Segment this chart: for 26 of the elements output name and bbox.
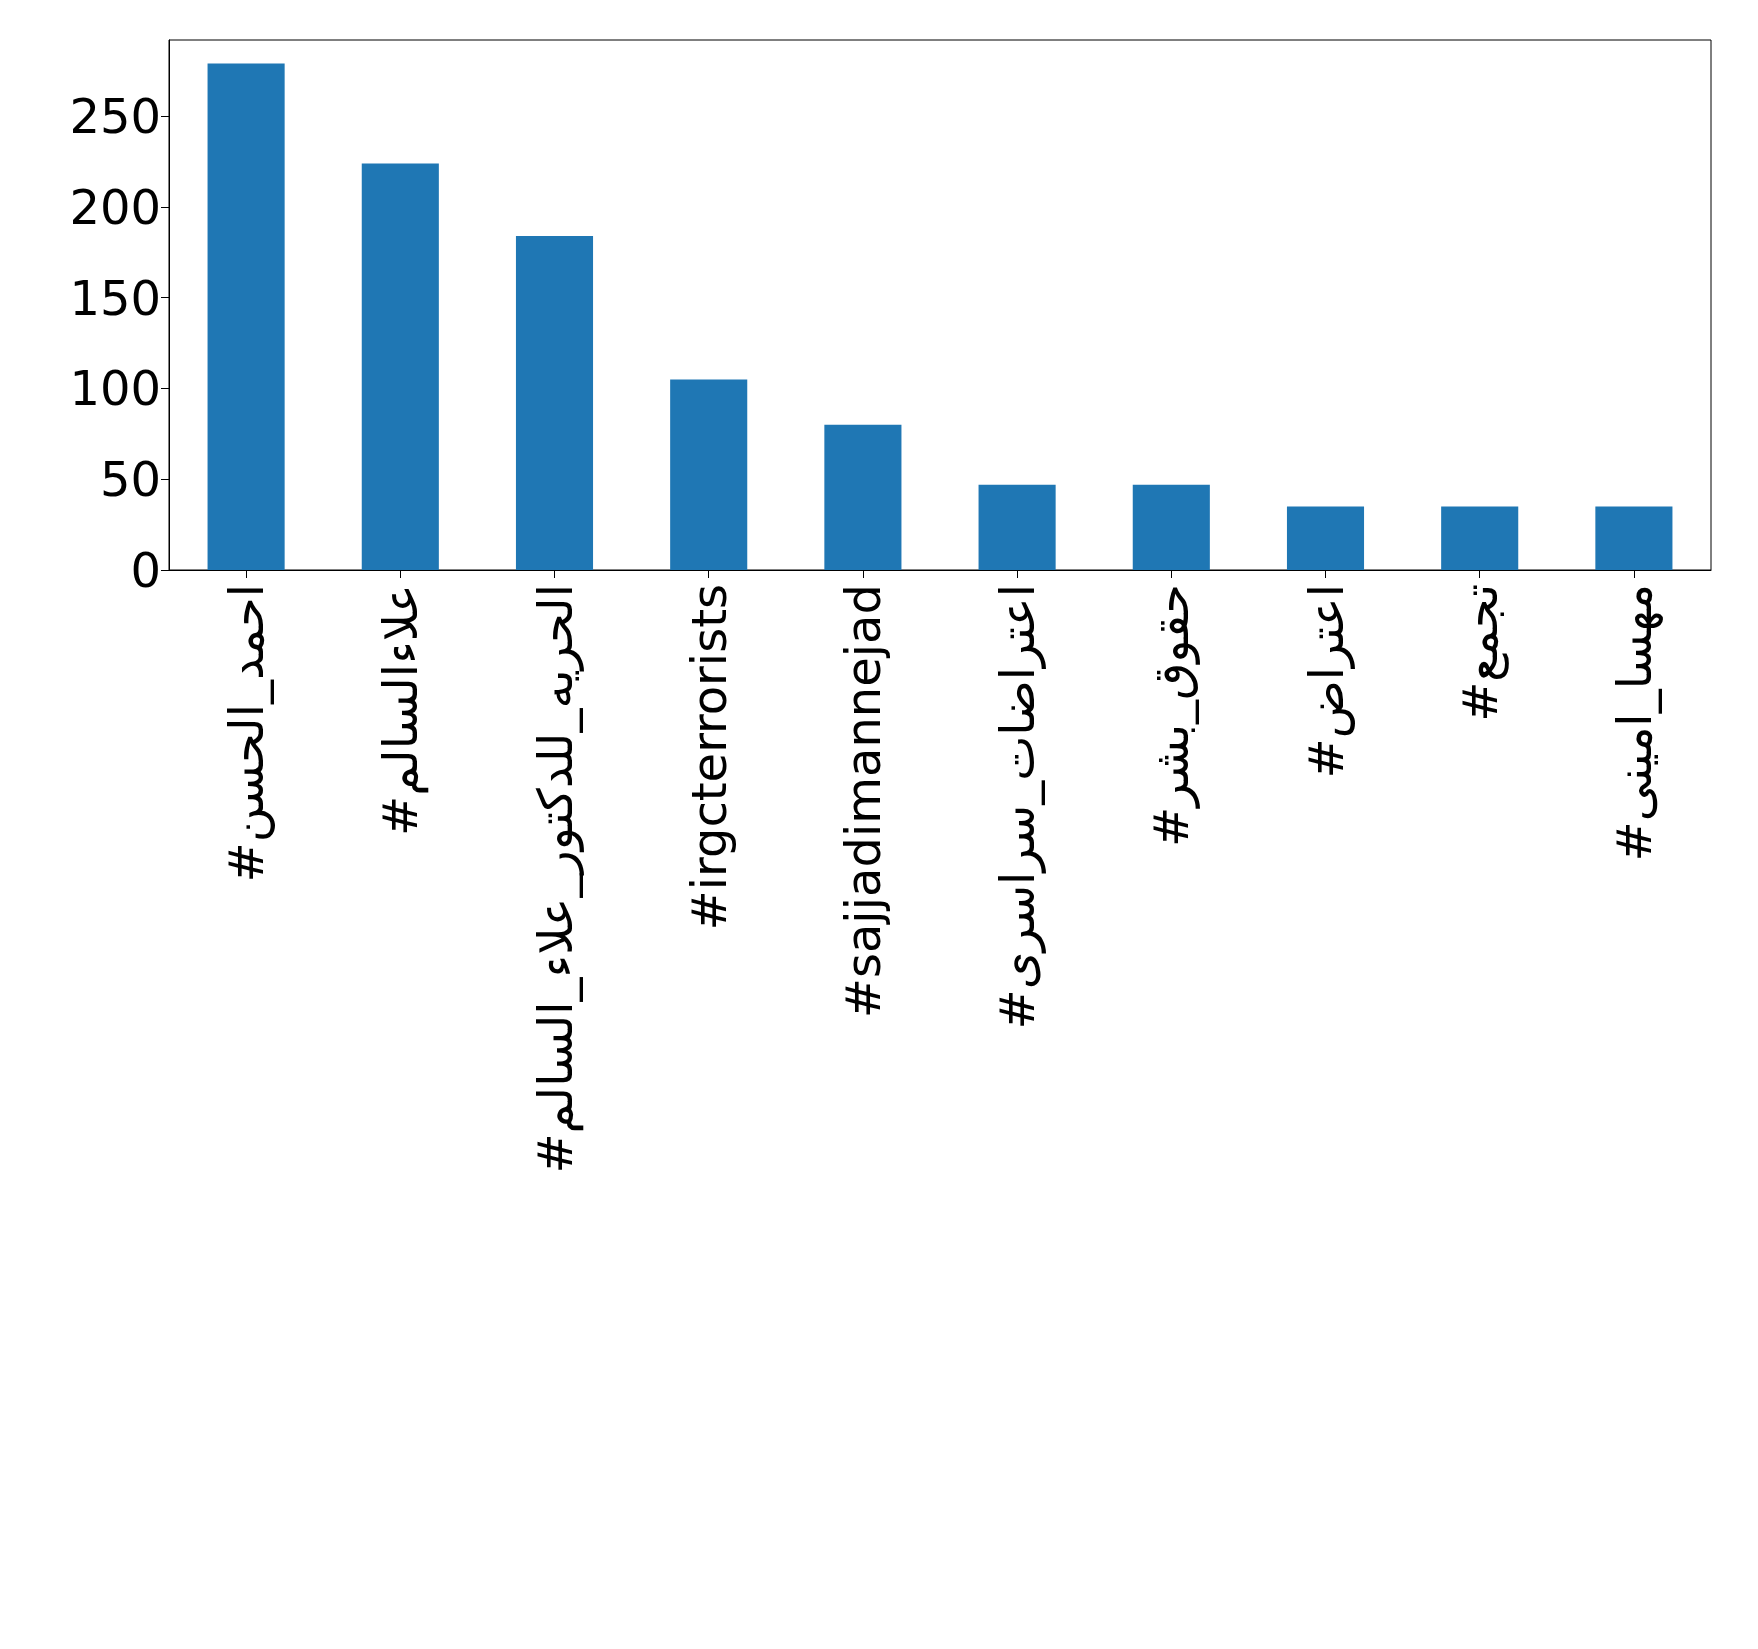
y-tick-label: 50	[99, 451, 161, 508]
bar	[1595, 506, 1673, 570]
x-tick-label: #sajjadimannejad	[834, 584, 891, 1019]
x-tick-label: #احمد_الحسن	[218, 584, 276, 883]
bar	[1441, 506, 1519, 570]
bar	[515, 236, 594, 570]
bar	[207, 63, 285, 570]
x-tick-label: #مهسا_امینی	[1605, 584, 1663, 862]
bar	[824, 424, 902, 570]
y-tick-label: 200	[69, 178, 161, 235]
x-tick-label: #اعتراض	[1297, 584, 1355, 779]
x-tick-label: #تجمع	[1451, 584, 1509, 722]
bar	[670, 379, 748, 570]
y-tick-label: 250	[69, 88, 161, 145]
bar	[361, 163, 439, 570]
bar	[978, 484, 1056, 570]
x-tick-label: #حقوق_بشر	[1143, 584, 1201, 847]
x-tick-label: #علاءالسالم	[372, 584, 430, 837]
x-tick-label: #اعتراضات_سراسری	[989, 584, 1047, 1030]
x-tick-label: #الحريه_للدكتور_علاء_السالم	[526, 584, 584, 1174]
y-tick-label: 100	[69, 360, 161, 417]
y-tick-label: 150	[69, 269, 161, 326]
x-tick-label: #irgcterrorists	[680, 584, 737, 931]
bar	[1286, 506, 1365, 570]
bar	[1132, 484, 1210, 570]
y-tick-label: 0	[130, 542, 161, 598]
